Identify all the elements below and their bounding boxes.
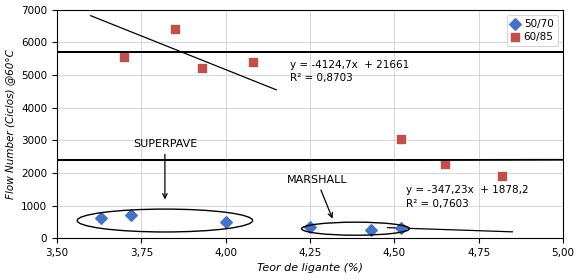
Text: SUPERPAVE: SUPERPAVE bbox=[133, 139, 197, 198]
60/85 bbox=[171, 27, 180, 31]
Y-axis label: Flow Number (Ciclos) @60°C: Flow Number (Ciclos) @60°C bbox=[6, 49, 16, 199]
Text: MARSHALL: MARSHALL bbox=[287, 175, 347, 217]
50/70 bbox=[221, 220, 230, 225]
60/85 bbox=[440, 162, 450, 166]
50/70 bbox=[96, 215, 106, 220]
Text: y = -347,23x  + 1878,2
R² = 0,7603: y = -347,23x + 1878,2 R² = 0,7603 bbox=[406, 186, 529, 209]
60/85 bbox=[248, 60, 258, 64]
Legend: 50/70, 60/85: 50/70, 60/85 bbox=[507, 15, 558, 46]
Text: y = -4124,7x  + 21661
R² = 0,8703: y = -4124,7x + 21661 R² = 0,8703 bbox=[290, 60, 409, 83]
60/85 bbox=[197, 66, 206, 71]
X-axis label: Teor de ligante (%): Teor de ligante (%) bbox=[257, 263, 363, 273]
60/85 bbox=[396, 136, 405, 141]
60/85 bbox=[120, 55, 129, 59]
50/70 bbox=[396, 225, 405, 230]
60/85 bbox=[498, 174, 507, 178]
50/70 bbox=[305, 225, 314, 230]
50/70 bbox=[126, 213, 136, 218]
50/70 bbox=[366, 228, 375, 232]
